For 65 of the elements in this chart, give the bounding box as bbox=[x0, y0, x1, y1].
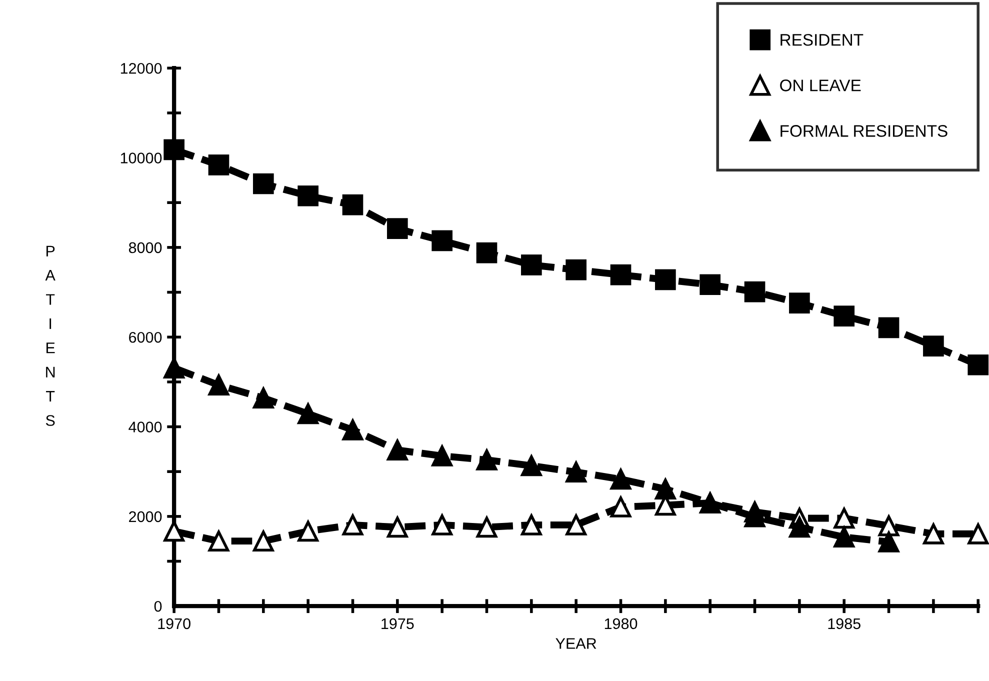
point bbox=[878, 532, 900, 552]
x-tick-label: 1970 bbox=[158, 618, 190, 630]
point bbox=[386, 218, 408, 240]
point bbox=[342, 419, 364, 440]
point bbox=[298, 520, 318, 542]
point bbox=[432, 514, 452, 536]
point bbox=[968, 354, 989, 376]
point bbox=[476, 242, 498, 264]
point bbox=[521, 254, 542, 276]
point bbox=[432, 230, 452, 252]
point bbox=[208, 154, 230, 176]
y-tick-label: 6000 bbox=[129, 332, 162, 343]
y-tick-label: 2000 bbox=[129, 511, 162, 522]
point bbox=[744, 281, 766, 302]
point bbox=[834, 508, 855, 529]
point bbox=[610, 468, 632, 490]
x-tick-label: 1975 bbox=[382, 618, 414, 630]
point bbox=[386, 516, 408, 538]
legend-label: RESIDENT bbox=[780, 34, 864, 46]
point bbox=[923, 523, 944, 544]
point bbox=[298, 185, 318, 206]
x-axis-title: YEAR bbox=[556, 638, 596, 649]
point bbox=[252, 388, 274, 408]
point bbox=[744, 506, 766, 528]
y-tick-label: 12000 bbox=[120, 62, 162, 74]
point bbox=[610, 496, 632, 518]
point bbox=[252, 530, 274, 552]
point bbox=[655, 269, 676, 290]
point bbox=[386, 440, 408, 460]
y-tick-label: 4000 bbox=[128, 422, 162, 432]
legend-label: ON LEAVE bbox=[780, 80, 861, 92]
point bbox=[566, 462, 587, 482]
point bbox=[208, 374, 230, 396]
point bbox=[164, 358, 184, 378]
point bbox=[521, 455, 542, 476]
point bbox=[566, 514, 587, 536]
x-tick-label: 1985 bbox=[828, 618, 860, 630]
point bbox=[789, 292, 810, 314]
point bbox=[655, 478, 676, 500]
point bbox=[252, 173, 274, 194]
point bbox=[164, 139, 184, 160]
point bbox=[834, 526, 855, 548]
point bbox=[878, 515, 900, 536]
point bbox=[878, 317, 900, 338]
point bbox=[342, 194, 364, 216]
point bbox=[610, 264, 632, 286]
point bbox=[476, 516, 498, 538]
point bbox=[923, 336, 944, 356]
point bbox=[968, 523, 989, 544]
point bbox=[700, 274, 721, 296]
x-tick-label: 1980 bbox=[604, 618, 638, 630]
point bbox=[298, 403, 318, 424]
point bbox=[342, 514, 364, 536]
y-axis-title: PATIENTS bbox=[45, 246, 56, 426]
legend-label: FORMAL RESIDENTS bbox=[780, 125, 948, 137]
y-tick-label: 8000 bbox=[128, 242, 162, 254]
point bbox=[432, 445, 452, 466]
point bbox=[834, 306, 855, 326]
y-tick-label: 0 bbox=[154, 600, 162, 612]
point bbox=[208, 530, 230, 552]
point bbox=[789, 516, 810, 538]
point bbox=[566, 259, 587, 280]
point bbox=[476, 450, 498, 470]
point bbox=[521, 514, 542, 536]
y-tick-label: 10000 bbox=[120, 152, 162, 164]
